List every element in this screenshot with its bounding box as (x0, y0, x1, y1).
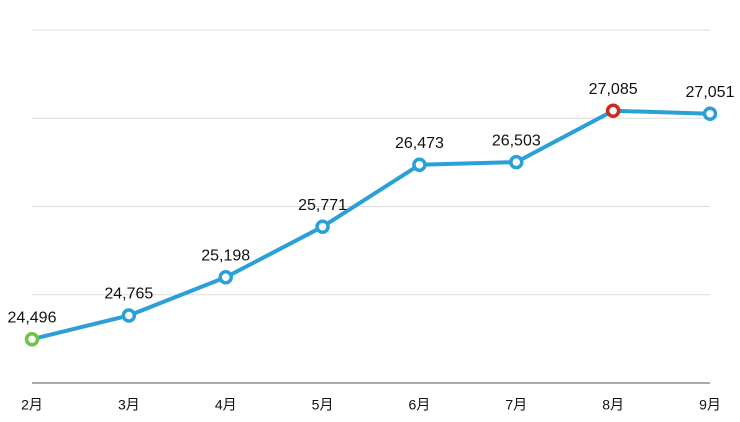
data-label: 26,473 (395, 135, 444, 152)
point (218, 270, 233, 285)
x-tick-label: 2月 (21, 397, 43, 413)
point (24, 331, 40, 347)
point (509, 154, 524, 170)
data-label: 25,771 (298, 197, 347, 214)
data-label: 25,198 (201, 247, 250, 264)
x-tick-label: 7月 (505, 397, 527, 413)
line (31, 108, 711, 342)
data-label: 27,051 (686, 84, 735, 101)
point (605, 103, 621, 118)
point (121, 308, 137, 323)
point (315, 219, 330, 234)
point (412, 157, 427, 173)
data-label: 24,496 (8, 309, 57, 326)
x-tick-label: 5月 (312, 397, 334, 413)
x-tick-label: 3月 (118, 397, 140, 413)
data-label: 27,085 (589, 81, 638, 98)
x-tick-label: 9月 (699, 397, 721, 413)
data-label: 26,503 (492, 132, 541, 149)
x-tick-label: 8月 (602, 397, 624, 413)
data-label: 24,765 (104, 286, 153, 303)
x-tick-label: 4月 (215, 397, 237, 413)
point (702, 106, 718, 121)
x-tick-label: 6月 (409, 397, 431, 413)
